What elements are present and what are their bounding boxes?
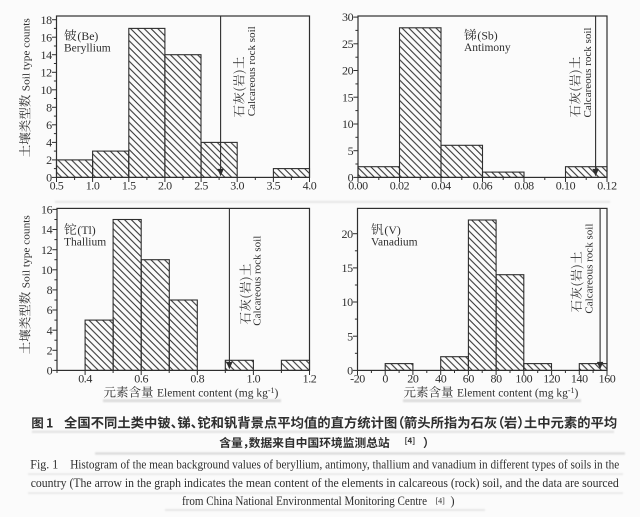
svg-text:12: 12 bbox=[40, 65, 52, 79]
svg-text:4.0: 4.0 bbox=[303, 178, 317, 192]
svg-text:100: 100 bbox=[515, 371, 532, 385]
svg-text:8: 8 bbox=[47, 283, 53, 297]
svg-text:Beryllium: Beryllium bbox=[64, 43, 111, 55]
svg-text:8: 8 bbox=[46, 100, 52, 114]
svg-text:Element content (mg kg-1): Element content (mg kg-1) bbox=[157, 386, 279, 400]
svg-text:0.02: 0.02 bbox=[390, 178, 410, 192]
svg-text:15: 15 bbox=[342, 90, 354, 104]
svg-text:160: 160 bbox=[599, 371, 616, 385]
svg-text:2: 2 bbox=[46, 153, 52, 167]
svg-text:Thallium: Thallium bbox=[64, 237, 106, 249]
svg-text:Calcareous rock soil: Calcareous rock soil bbox=[583, 224, 595, 314]
svg-text:Antimony: Antimony bbox=[464, 42, 511, 54]
svg-text:0.12: 0.12 bbox=[597, 178, 617, 192]
svg-text:0.8: 0.8 bbox=[190, 371, 204, 385]
svg-text:5: 5 bbox=[348, 144, 354, 158]
svg-text:0.5: 0.5 bbox=[50, 178, 64, 192]
svg-text:Soil type counts: Soil type counts bbox=[21, 215, 33, 288]
svg-text:20: 20 bbox=[407, 371, 419, 385]
svg-text:14: 14 bbox=[40, 48, 52, 62]
svg-text:2: 2 bbox=[47, 343, 53, 357]
svg-text:0.00: 0.00 bbox=[348, 178, 368, 192]
svg-text:12: 12 bbox=[41, 243, 53, 257]
svg-text:Element content (mg kg-1): Element content (mg kg-1) bbox=[457, 386, 579, 400]
svg-text:0: 0 bbox=[46, 171, 52, 185]
svg-text:country (The arrow in the grap: country (The arrow in the graph indicate… bbox=[31, 476, 619, 490]
svg-text:2.0: 2.0 bbox=[158, 178, 172, 192]
svg-text:(Sb): (Sb) bbox=[477, 29, 497, 43]
svg-text:4: 4 bbox=[46, 136, 52, 150]
svg-text:6: 6 bbox=[47, 303, 53, 317]
svg-text:Fig. 1: Fig. 1 bbox=[30, 458, 58, 472]
svg-text:0.4: 0.4 bbox=[78, 371, 92, 385]
svg-text:60: 60 bbox=[463, 371, 475, 385]
svg-text:10: 10 bbox=[40, 83, 52, 97]
svg-text:1.0: 1.0 bbox=[86, 178, 100, 192]
svg-text:Soil type counts: Soil type counts bbox=[21, 18, 33, 91]
svg-text:25: 25 bbox=[342, 37, 354, 51]
svg-text:0: 0 bbox=[382, 371, 388, 385]
svg-text:16: 16 bbox=[40, 30, 52, 44]
svg-text:20: 20 bbox=[342, 64, 354, 78]
svg-text:Calcareous rock soil: Calcareous rock soil bbox=[251, 236, 263, 326]
svg-text:3.5: 3.5 bbox=[266, 178, 280, 192]
svg-text:2.5: 2.5 bbox=[194, 178, 208, 192]
svg-text:30: 30 bbox=[342, 10, 354, 24]
svg-text:14: 14 bbox=[41, 223, 53, 237]
svg-text:Calcareous rock soil: Calcareous rock soil bbox=[246, 26, 258, 116]
svg-text:0.6: 0.6 bbox=[134, 371, 148, 385]
svg-text:(Tl): (Tl) bbox=[77, 223, 95, 237]
svg-text:): ) bbox=[451, 494, 455, 508]
svg-text:Histogram of the mean backgrou: Histogram of the mean background values … bbox=[70, 458, 619, 472]
svg-text:0.10: 0.10 bbox=[556, 178, 576, 192]
svg-text:120: 120 bbox=[543, 371, 560, 385]
svg-text:10: 10 bbox=[41, 263, 53, 277]
svg-text:(V): (V) bbox=[384, 223, 400, 237]
svg-text:0.04: 0.04 bbox=[431, 178, 451, 192]
svg-text:80: 80 bbox=[490, 371, 502, 385]
svg-text:Vanadium: Vanadium bbox=[371, 237, 418, 249]
svg-text:0: 0 bbox=[348, 171, 354, 185]
svg-text:4: 4 bbox=[47, 323, 53, 337]
svg-text:-20: -20 bbox=[350, 371, 365, 385]
svg-text:40: 40 bbox=[435, 371, 447, 385]
svg-text:[4]: [4] bbox=[436, 497, 446, 506]
svg-text:5: 5 bbox=[347, 329, 353, 343]
svg-text:1.2: 1.2 bbox=[303, 371, 317, 385]
svg-text:Calcareous rock soil: Calcareous rock soil bbox=[582, 28, 594, 118]
svg-text:15: 15 bbox=[341, 261, 353, 275]
svg-text:0: 0 bbox=[47, 364, 53, 378]
svg-text:0: 0 bbox=[347, 364, 353, 378]
svg-text:1.5: 1.5 bbox=[122, 178, 136, 192]
svg-text:0.06: 0.06 bbox=[473, 178, 493, 192]
svg-text:6: 6 bbox=[46, 118, 52, 132]
svg-text:1.0: 1.0 bbox=[246, 371, 260, 385]
svg-text:3.0: 3.0 bbox=[230, 178, 244, 192]
svg-text:0.08: 0.08 bbox=[514, 178, 534, 192]
svg-text:10: 10 bbox=[342, 117, 354, 131]
svg-text:20: 20 bbox=[341, 227, 353, 241]
svg-text:(Be): (Be) bbox=[77, 29, 98, 43]
svg-text:18: 18 bbox=[40, 13, 52, 27]
svg-text:from China National Environmen: from China National Environmental Monito… bbox=[182, 494, 427, 508]
svg-text:10: 10 bbox=[341, 295, 353, 309]
svg-text:16: 16 bbox=[41, 203, 53, 217]
svg-text:140: 140 bbox=[571, 371, 588, 385]
